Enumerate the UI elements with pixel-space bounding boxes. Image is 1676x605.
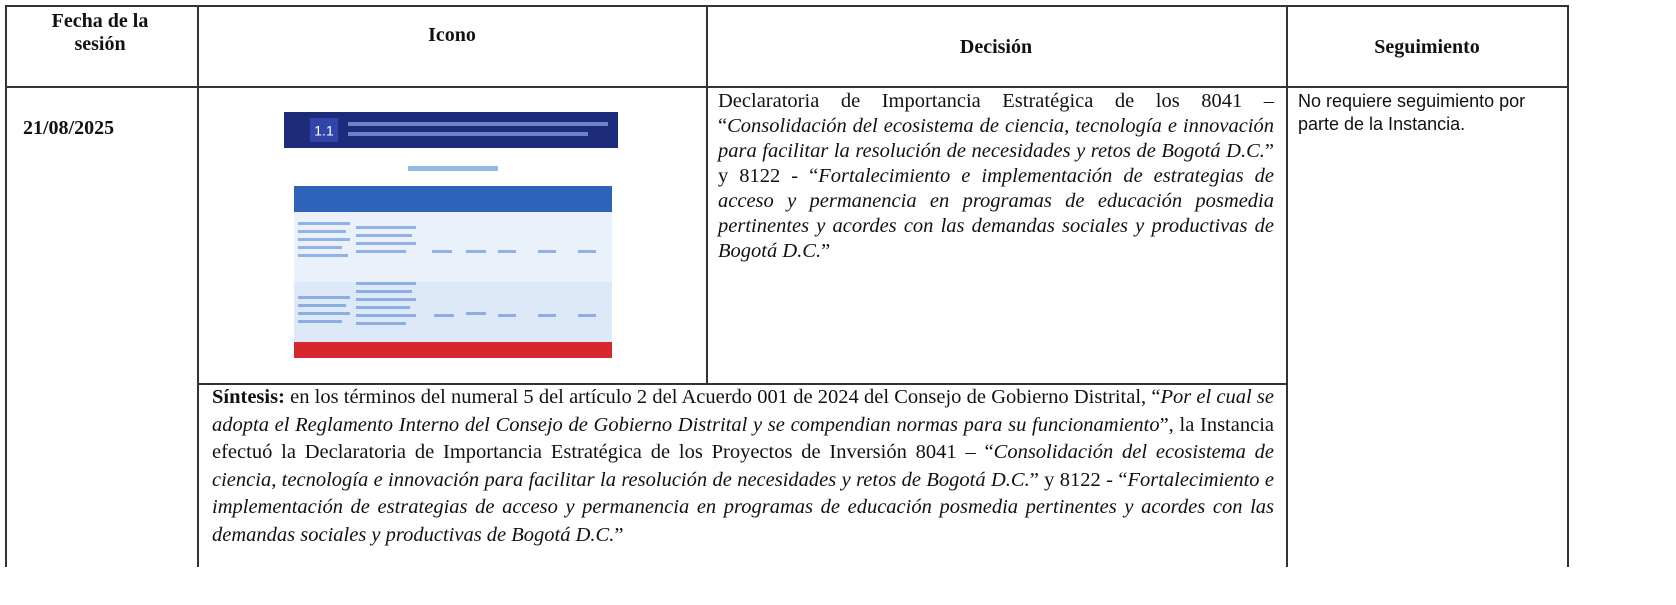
blur-text [348, 122, 608, 126]
slide-badge [310, 118, 338, 142]
border [197, 383, 1287, 385]
text-segment: ” y 8122 - “ [1029, 468, 1128, 491]
blur-text [298, 222, 596, 325]
border [706, 5, 708, 383]
border [1286, 5, 1288, 567]
text-segment: ” [614, 523, 624, 546]
column-header: Icono [428, 24, 476, 46]
text-segment: ” y 8122 - “ [718, 140, 1274, 187]
border [5, 86, 1569, 88]
column-header: Decisión [959, 36, 1033, 58]
text-segment: ”, la Instancia efectuó la Declaratoria … [212, 413, 1274, 464]
border [5, 5, 1569, 7]
text-segment: ” [821, 240, 831, 262]
text-segment: Consolidación del ecosistema de ciencia,… [212, 441, 1274, 491]
blur-text [348, 132, 588, 136]
border [5, 5, 7, 567]
decision-text: Declaratoria de Importancia Estratégica … [718, 89, 1274, 264]
slide-header [284, 112, 618, 148]
text-segment: Fortalecimiento e implementación de estr… [718, 165, 1274, 262]
border [197, 5, 199, 567]
follow-up-text: No requiere seguimiento por parte de la … [1298, 91, 1526, 134]
slide-total-row [294, 342, 612, 358]
text-segment: Consolidación del ecosistema de ciencia,… [718, 115, 1274, 162]
text-segment: Síntesis: [212, 386, 285, 408]
column-header: Seguimiento [1374, 36, 1480, 58]
icon-thumbnail: 1.1 [284, 112, 618, 358]
text-segment: Declaratoria de Importancia Estratégica … [718, 90, 1274, 137]
text-segment: en los términos del numeral 5 del artícu… [284, 386, 1161, 408]
blur-text [408, 166, 498, 171]
border [1567, 5, 1569, 567]
slide-number: 1.1 [314, 123, 334, 139]
column-header: Fecha de la sesión [51, 10, 149, 55]
text-segment: Por el cual se adopta el Reglamento Inte… [212, 386, 1274, 436]
slide-table-header [294, 186, 612, 212]
synthesis-text: Síntesis: en los términos del numeral 5 … [212, 384, 1274, 549]
session-date: 21/08/2025 [23, 117, 115, 139]
text-segment: Fortalecimiento e implementación de estr… [212, 468, 1274, 546]
